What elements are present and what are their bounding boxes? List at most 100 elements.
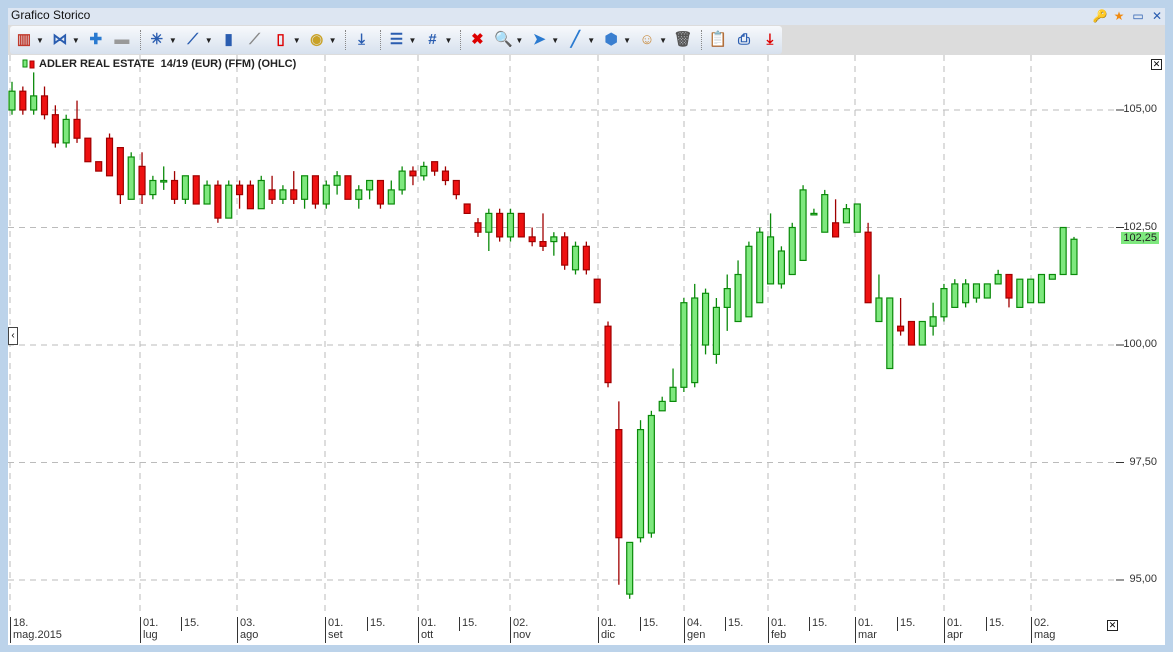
ohlc-candle [1070,236,1078,276]
compare-button[interactable]: ⋈ ▼ [50,31,80,49]
ohlc-candle [983,283,991,299]
trend-button[interactable]: ⟋ ▼ [183,31,213,49]
candle-body [431,161,439,172]
trend-icon: ⟋ [187,31,199,48]
candle-body [842,208,851,224]
currency-button[interactable]: ◉ ▼ [307,31,337,49]
candle-body [929,316,937,327]
zoom-button[interactable]: 🔍 ▼ [493,31,523,49]
chevron-down-icon[interactable]: ▼ [551,35,560,45]
ohlc-candle [756,227,764,304]
ohlc-candle [604,321,612,388]
candle-body [463,203,471,214]
x-tick-day: 01. [771,617,787,629]
ohlc-candle [669,368,677,402]
line-tool-button[interactable]: ╱ ▼ [565,31,595,49]
print-button[interactable]: ⎙ [734,31,754,49]
ohlc-candle [962,279,970,308]
key-folder-icon[interactable]: 🔑 [1092,9,1108,23]
collapse-panel-button[interactable]: ‹ [8,327,18,345]
shape-button[interactable]: ⬢ ▼ [601,31,631,49]
candle-body [73,118,81,139]
x-tick-label: 15. [459,617,477,631]
chevron-down-icon[interactable]: ▼ [659,35,667,45]
candle-body [972,283,981,299]
candle-body [203,184,211,205]
chevron-down-icon[interactable]: ▼ [328,35,337,45]
x-tick-month: nov [513,629,531,641]
candle-body [734,273,742,323]
candle-body [723,288,731,309]
close-icon[interactable]: ✕ [1151,9,1163,23]
ohlc-candle [1048,273,1056,280]
volume-button[interactable]: ▮ [219,31,239,49]
x-tick-month: dic [601,629,616,641]
x-tick-label: 15. [897,617,915,631]
chevron-down-icon[interactable]: ▼ [408,35,417,45]
candle-body [496,212,504,238]
trash-button[interactable]: 🗑 [673,31,693,49]
chart-panel: ADLER REAL ESTATE 14/19 (EUR) (FFM) (OHL… [8,55,1165,645]
ohlc-candle [528,227,536,247]
candle-body [712,306,720,355]
x-tick-label: 15. [809,617,827,631]
signal-button[interactable]: ⤓ [352,31,372,49]
remove-indicator-icon: ▬ [114,31,130,48]
price-chart[interactable] [8,55,1165,645]
ohlc-candle [745,241,753,318]
signal-icon: ⤓ [358,31,365,48]
overlay-icon: ⟋ [249,31,260,48]
chevron-down-icon[interactable]: ▼ [623,35,632,45]
trash-icon: 🗑 [673,31,693,48]
chevron-down-icon[interactable]: ▼ [444,35,453,45]
overlay-button[interactable]: ⟋ [245,31,265,49]
face-button[interactable]: ☺ ▼ [637,31,667,49]
ohlc-candle [19,86,27,115]
candle-icon: ▯ [276,31,285,48]
candle-button[interactable]: ▯ ▼ [271,31,301,49]
star-icon[interactable]: ★ [1113,9,1125,23]
add-indicator-button[interactable]: ✚ [86,31,106,49]
chevron-down-icon[interactable]: ▼ [168,35,177,45]
ohlc-candle [431,161,439,176]
lines-button[interactable]: ☰ ▼ [387,31,417,49]
candle-body [983,283,991,299]
ohlc-candle [235,180,244,209]
close-axis-icon[interactable]: ✕ [1107,620,1118,631]
remove-indicator-button[interactable]: ▬ [112,31,132,49]
x-tick-day: 04. [687,617,703,629]
export-button[interactable]: ⤓ [760,31,780,49]
chevron-down-icon[interactable]: ▼ [204,35,213,45]
chevron-down-icon[interactable]: ▼ [292,35,301,45]
new-study-button[interactable]: ✳ ▼ [147,31,177,49]
x-tick-label: 01. set [325,617,343,643]
chevron-down-icon[interactable]: ▼ [71,35,80,45]
chevron-down-icon[interactable]: ▼ [36,35,44,45]
candle-body [160,179,168,183]
ohlc-candle [409,166,417,186]
candle-body [680,302,688,388]
grid-button[interactable]: # ▼ [422,31,452,49]
x-tick-month: feb [771,629,787,641]
candle-body [918,320,926,346]
export-icon: ⤓ [766,31,774,48]
candle-body [311,175,320,205]
chart-title: ADLER REAL ESTATE 14/19 (EUR) (FFM) (OHL… [39,58,297,70]
candle-body [886,297,894,370]
ohlc-candle [485,208,493,251]
x-tick-label: 15. [986,617,1004,631]
ohlc-legend-icon [22,59,35,69]
pointer-button[interactable]: ➤ ▼ [529,31,559,49]
maximize-icon[interactable]: ▭ [1132,9,1144,23]
chevron-down-icon[interactable]: ▼ [515,35,524,45]
close-chart-icon[interactable]: ✕ [1151,59,1162,70]
chart-type-button[interactable]: ▥ ▼ [14,31,44,49]
ohlc-candle [723,274,731,331]
x-tick-month: set [328,629,343,641]
chevron-down-icon[interactable]: ▼ [587,35,596,45]
delete-drawings-button[interactable]: ✖ [467,31,487,49]
clipboard-button[interactable]: 📋 [708,31,728,49]
ohlc-candle [897,298,905,336]
currency-icon: ◉ [310,31,324,48]
x-tick-day: 15. [989,617,1005,629]
